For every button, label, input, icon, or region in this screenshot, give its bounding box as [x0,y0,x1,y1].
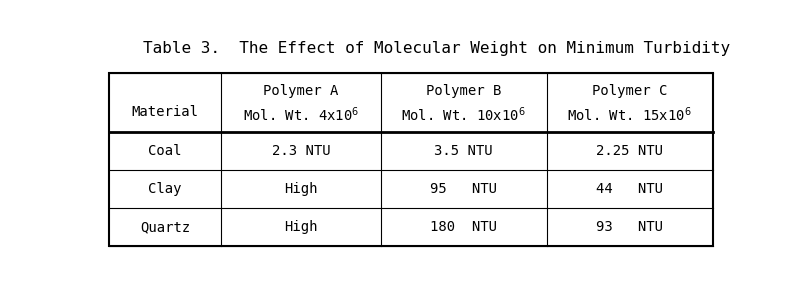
Text: Polymer C: Polymer C [592,84,667,98]
Text: 95   NTU: 95 NTU [430,182,498,196]
Text: 93   NTU: 93 NTU [596,220,663,234]
Text: Table 3.  The Effect of Molecular Weight on Minimum Turbidity: Table 3. The Effect of Molecular Weight … [143,41,730,56]
Text: Quartz: Quartz [140,220,190,234]
Text: Mol. Wt. 10x10$^6$: Mol. Wt. 10x10$^6$ [402,106,526,124]
Text: Polymer A: Polymer A [263,84,338,98]
Text: High: High [284,220,318,234]
Text: 2.25 NTU: 2.25 NTU [596,144,663,158]
Text: Polymer B: Polymer B [426,84,502,98]
Text: Coal: Coal [148,144,182,158]
Text: 3.5 NTU: 3.5 NTU [434,144,493,158]
Text: Clay: Clay [148,182,182,196]
Text: 2.3 NTU: 2.3 NTU [271,144,330,158]
Text: 180  NTU: 180 NTU [430,220,498,234]
Text: 44   NTU: 44 NTU [596,182,663,196]
Text: Material: Material [132,105,198,118]
Text: High: High [284,182,318,196]
Text: Mol. Wt. 4x10$^6$: Mol. Wt. 4x10$^6$ [242,106,359,124]
Text: Mol. Wt. 15x10$^6$: Mol. Wt. 15x10$^6$ [567,106,692,124]
